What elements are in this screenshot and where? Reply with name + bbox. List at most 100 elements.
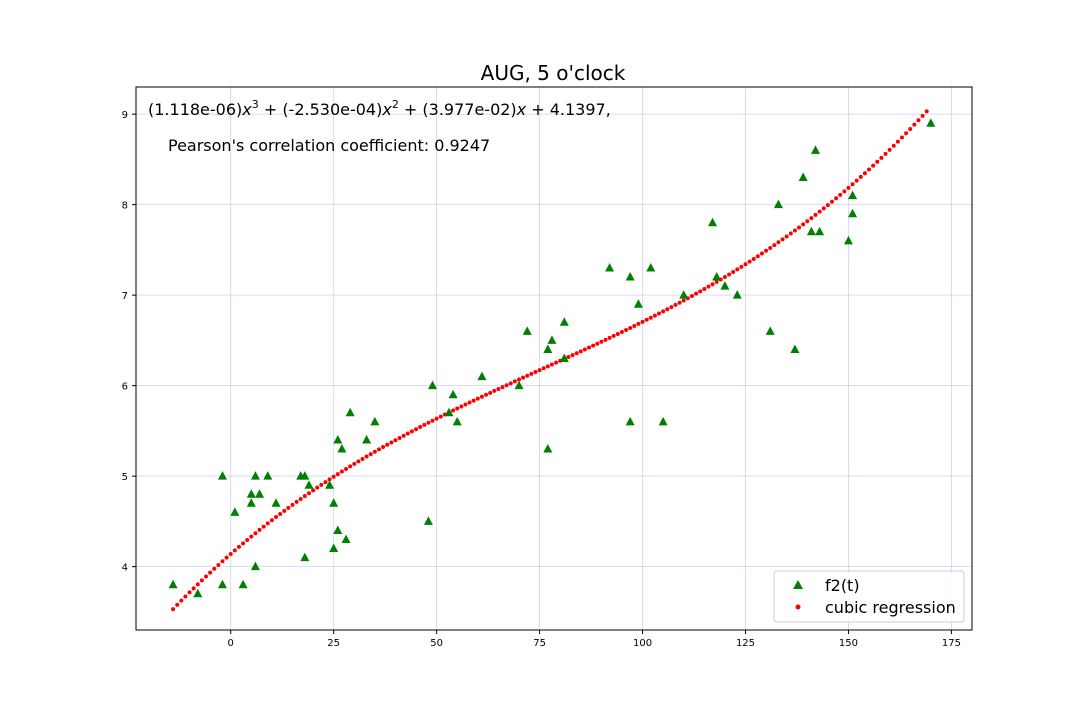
regression-point [516, 377, 521, 382]
regression-point [294, 499, 299, 504]
regression-point [344, 466, 349, 471]
scatter-point [773, 199, 783, 209]
regression-point [595, 341, 600, 346]
y-tick-label: 6 [122, 382, 128, 393]
scatter-point [658, 416, 668, 426]
regression-point [195, 582, 200, 587]
scatter-point [333, 434, 343, 444]
scatter-point [300, 471, 310, 480]
x-tick-label: 150 [839, 638, 858, 649]
regression-point [249, 534, 254, 539]
regression-point [895, 139, 900, 144]
regression-point [689, 293, 694, 298]
y-tick-label: 5 [122, 472, 128, 483]
regression-point [706, 284, 711, 289]
scatter-point [448, 389, 458, 399]
regression-point [862, 171, 867, 176]
scatter-point [543, 344, 553, 353]
regression-point [644, 317, 649, 322]
regression-point [199, 578, 204, 583]
regression-point [496, 387, 501, 392]
regression-point [834, 196, 839, 201]
regression-point [220, 559, 225, 564]
legend-dot-marker [795, 604, 801, 610]
regression-point [397, 435, 402, 440]
regression-point [747, 259, 752, 264]
regression-point [512, 379, 517, 384]
scatter-point [605, 263, 615, 272]
regression-point [698, 289, 703, 294]
scatter-point [679, 290, 689, 299]
regression-point [673, 302, 678, 307]
regression-point [401, 433, 406, 438]
regression-point [821, 206, 826, 211]
regression-point [331, 474, 336, 479]
regression-point [813, 212, 818, 217]
x-tick-label: 175 [942, 638, 961, 649]
scatter-point [337, 444, 347, 453]
regression-point [809, 216, 814, 221]
scatter-point [765, 326, 775, 335]
regression-point [759, 251, 764, 256]
scatter-point [217, 471, 227, 480]
regression-point [587, 345, 592, 350]
regression-point [422, 422, 427, 427]
regression-point [208, 570, 213, 575]
scatter-point [329, 543, 339, 553]
regression-point [825, 203, 830, 208]
regression-point [554, 360, 559, 365]
regression-point [360, 456, 365, 461]
regression-point [611, 333, 616, 338]
scatter-point [263, 471, 273, 480]
regression-point [216, 563, 221, 568]
scatter-point [477, 371, 487, 381]
regression-point [755, 254, 760, 259]
regression-point [257, 527, 262, 532]
scatter-point [815, 226, 825, 236]
regression-point [846, 185, 851, 190]
scatter-point [712, 272, 722, 281]
regression-point [731, 269, 736, 274]
regression-point [628, 325, 633, 330]
scatter-point [370, 416, 380, 426]
regression-point [278, 511, 283, 516]
regression-point [372, 449, 377, 454]
regression-point [838, 192, 843, 197]
scatter-point [300, 552, 310, 562]
regression-point [904, 131, 909, 136]
regression-point [640, 319, 645, 324]
regression-point [463, 402, 468, 407]
regression-point [871, 163, 876, 168]
regression-point [236, 544, 241, 549]
legend-label-f2: f2(t) [825, 576, 860, 595]
regression-point [677, 300, 682, 305]
regression-point [269, 518, 274, 523]
regression-point [492, 388, 497, 393]
regression-point [302, 494, 307, 499]
regression-point [735, 267, 740, 272]
regression-point [434, 416, 439, 421]
regression-point [191, 586, 196, 591]
scatter-point [193, 588, 203, 598]
regression-point [619, 329, 624, 334]
regression-point [183, 594, 188, 599]
regression-point [710, 282, 715, 287]
regression-point [624, 327, 629, 332]
regression-point [187, 590, 192, 595]
regression-point [504, 383, 509, 388]
regression-point [776, 240, 781, 245]
regression-point [265, 521, 270, 526]
regression-point [854, 178, 859, 183]
regression-equation: (1.118e-06)x3 + (-2.530e-04)x2 + (3.977e… [148, 98, 611, 119]
regression-point [545, 364, 550, 369]
regression-point [772, 243, 777, 248]
regression-point [751, 256, 756, 261]
scatter-point [255, 489, 265, 498]
regression-point [891, 143, 896, 148]
regression-point [648, 315, 653, 320]
x-tick-label: 75 [533, 638, 546, 649]
scatter-point [926, 118, 936, 127]
scatter-point [250, 471, 260, 480]
y-tick-label: 4 [122, 563, 128, 574]
regression-point [500, 385, 505, 390]
